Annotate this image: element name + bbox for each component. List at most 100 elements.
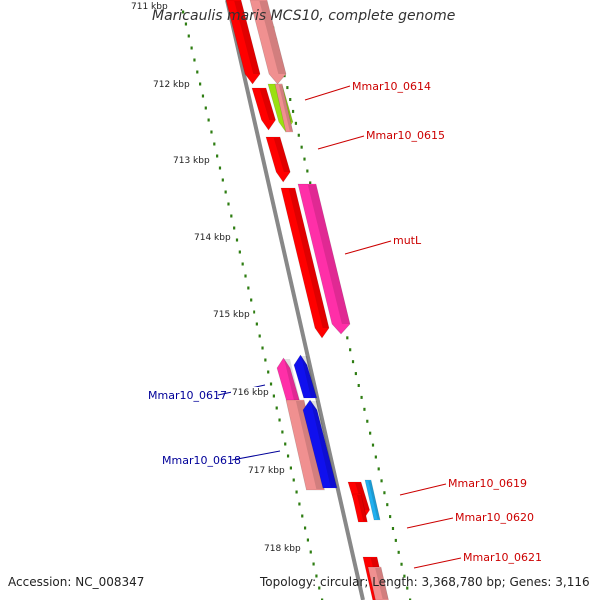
tick-label-background <box>172 155 214 165</box>
gene-shading <box>259 89 276 120</box>
right-tick-dot <box>371 443 375 447</box>
tick-label-background <box>263 543 305 553</box>
gene-leader-line <box>344 240 392 255</box>
gene-mutl[interactable] <box>297 183 351 335</box>
left-tick-dot <box>233 226 236 230</box>
tick-label: 716 kbp <box>232 388 269 398</box>
right-tick-dot <box>297 133 300 137</box>
genome-backbone <box>225 0 365 601</box>
left-tick-dot <box>235 238 239 242</box>
right-tick-dot <box>306 169 309 173</box>
tick-label-background <box>247 465 289 475</box>
right-tick-dot <box>374 455 377 459</box>
left-tick-dot <box>190 46 193 50</box>
gene-shading <box>284 359 301 403</box>
gene-label-mmar10_0619[interactable]: Mmar10_0619 <box>448 477 527 490</box>
gene-shading <box>356 495 368 521</box>
left-tick-dot <box>298 502 301 506</box>
gene-features <box>225 0 389 601</box>
right-tick-dot <box>403 574 406 578</box>
left-tick-dot <box>204 106 207 110</box>
gene-shading <box>295 401 325 489</box>
left-tick-dot <box>292 478 295 482</box>
left-tick-dot <box>303 526 307 530</box>
tick-label: 713 kbp <box>173 156 210 166</box>
gene-leader-line <box>317 135 365 150</box>
gene-feature[interactable] <box>302 399 338 489</box>
backbone-line <box>225 0 365 601</box>
gene-shading <box>273 138 291 172</box>
right-tick-dot <box>397 550 400 554</box>
gene-mmar10_0620[interactable] <box>351 493 368 523</box>
gene-leader-line <box>406 517 454 529</box>
left-tick-dot <box>301 514 304 518</box>
gene-feature[interactable] <box>251 87 276 131</box>
gene-feature[interactable] <box>364 479 381 521</box>
tick-label-background <box>130 1 172 11</box>
right-tick-dot <box>377 467 380 471</box>
left-tick-dot <box>216 154 219 158</box>
gene-shading <box>288 189 330 328</box>
left-tick-dot <box>269 382 273 386</box>
right-tick-dot <box>289 98 292 101</box>
right-tick-dot <box>380 479 383 483</box>
right-tick-dot <box>346 336 349 340</box>
accession-label: Accession: NC_008347 <box>8 575 145 589</box>
left-tick-dot <box>199 82 202 86</box>
left-tick-dot <box>281 430 284 434</box>
gene-leader-line <box>399 483 447 496</box>
tick-label-background <box>152 79 194 89</box>
tick-label: 718 kbp <box>264 544 301 554</box>
right-tick-dot <box>383 491 386 495</box>
right-tick-dot <box>391 527 395 530</box>
left-tick-dot <box>250 298 253 302</box>
tick-label: 715 kbp <box>213 310 250 320</box>
gene-shading <box>355 483 370 510</box>
left-tick-dot <box>278 418 281 422</box>
gene-label-mmar10_0614[interactable]: Mmar10_0614 <box>352 80 431 93</box>
tick-label-background <box>212 309 254 319</box>
left-tick-dot <box>261 346 264 350</box>
left-tick-dot <box>289 466 292 470</box>
tick-label-background <box>231 387 273 397</box>
left-tick-dot <box>252 310 256 314</box>
left-tick-dot <box>182 10 185 14</box>
left-tick-dot <box>247 286 250 290</box>
left-tick-dot <box>241 262 244 266</box>
gene-label-mmar10_0620[interactable]: Mmar10_0620 <box>455 511 534 524</box>
left-tick-dot <box>187 34 190 38</box>
right-tick-dot <box>389 515 392 519</box>
gene-mmar10_0615[interactable] <box>265 136 291 183</box>
right-tick-dot <box>360 395 363 399</box>
left-tick-dot <box>224 190 227 194</box>
left-tick-dot <box>196 70 199 74</box>
left-tick-dot <box>275 406 278 410</box>
right-tick-dot <box>354 372 357 376</box>
gene-feature[interactable] <box>225 0 261 85</box>
left-tick-dot <box>227 202 230 206</box>
gene-shading <box>278 85 293 131</box>
left-tick-dot <box>184 22 188 26</box>
genome-summary: Topology: circular; Length: 3,368,780 bp… <box>260 575 590 589</box>
gene-label-mmar10_0617[interactable]: Mmar10_0617 <box>148 389 227 402</box>
gene-mmar10_0618[interactable] <box>285 399 325 491</box>
gene-feature[interactable] <box>249 0 287 85</box>
gene-label-mmar10_0621[interactable]: Mmar10_0621 <box>463 551 542 564</box>
gene-shading <box>368 481 381 519</box>
right-tick-dot <box>351 360 355 364</box>
gene-label-mmar10_0618[interactable]: Mmar10_0618 <box>162 454 241 467</box>
gene-leader-line <box>304 85 351 101</box>
gene-feature[interactable] <box>280 187 330 339</box>
gene-mmar10_0614[interactable] <box>274 83 294 133</box>
right-tick-dot <box>357 384 360 387</box>
left-tick-dot <box>284 442 287 446</box>
gene-feature[interactable] <box>293 354 318 399</box>
right-tick-dot <box>294 121 298 125</box>
left-tick-dot <box>238 250 241 254</box>
gene-label-mmar10_0615[interactable]: Mmar10_0615 <box>366 129 445 142</box>
tick-label: 711 kbp <box>131 2 168 12</box>
gene-shading <box>234 1 261 74</box>
gene-label-mutl[interactable]: mutL <box>393 234 422 247</box>
gene-labels: Mmar10_0614 Mmar10_0615 mutL Mmar10_0617 Mma… <box>148 80 542 569</box>
